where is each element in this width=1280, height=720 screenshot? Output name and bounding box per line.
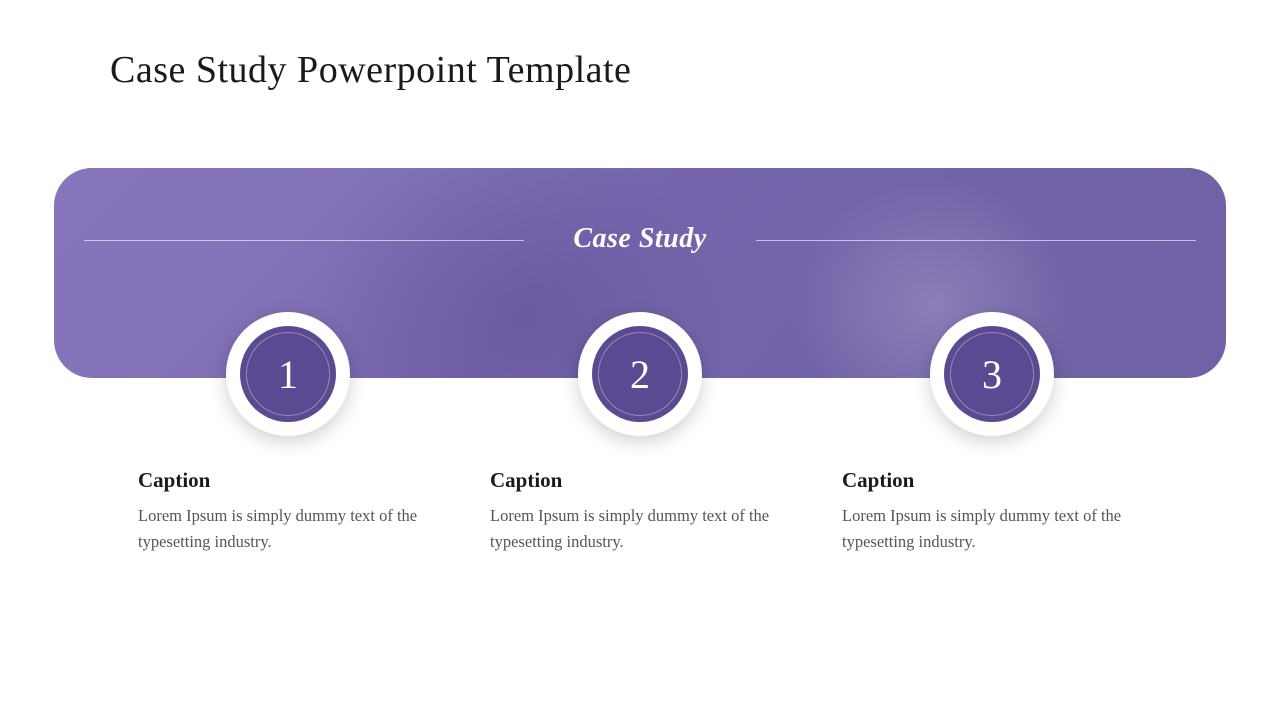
body-1: Lorem Ipsum is simply dummy text of the … xyxy=(138,503,438,554)
caption-1: Caption xyxy=(138,468,210,493)
body-2: Lorem Ipsum is simply dummy text of the … xyxy=(490,503,790,554)
body-3: Lorem Ipsum is simply dummy text of the … xyxy=(842,503,1142,554)
caption-3: Caption xyxy=(842,468,914,493)
circle-inner-3: 3 xyxy=(944,326,1040,422)
caption-2: Caption xyxy=(490,468,562,493)
items-row: 1 Caption Lorem Ipsum is simply dummy te… xyxy=(54,312,1226,554)
circle-inner-2: 2 xyxy=(592,326,688,422)
banner-divider-right xyxy=(756,240,1196,241)
circle-inner-1: 1 xyxy=(240,326,336,422)
item-1: 1 Caption Lorem Ipsum is simply dummy te… xyxy=(138,312,438,554)
item-2: 2 Caption Lorem Ipsum is simply dummy te… xyxy=(490,312,790,554)
banner-title: Case Study xyxy=(54,223,1226,255)
circle-outer-3: 3 xyxy=(930,312,1054,436)
circle-outer-2: 2 xyxy=(578,312,702,436)
item-3: 3 Caption Lorem Ipsum is simply dummy te… xyxy=(842,312,1142,554)
circle-outer-1: 1 xyxy=(226,312,350,436)
slide-title: Case Study Powerpoint Template xyxy=(110,48,631,92)
